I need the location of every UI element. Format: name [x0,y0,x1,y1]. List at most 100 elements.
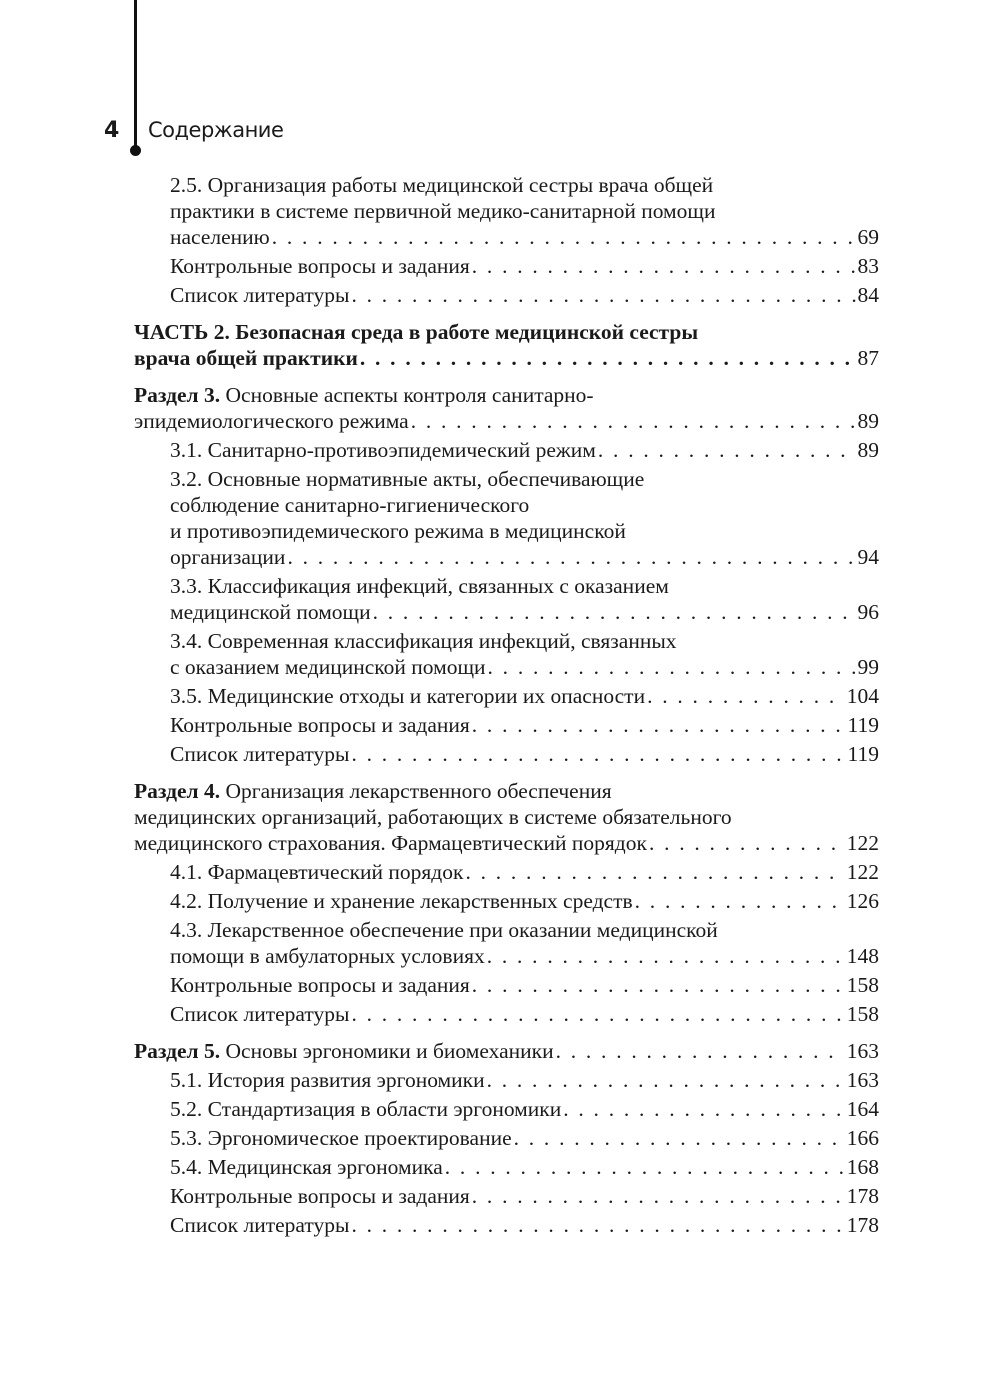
entry-title-line: организации [170,545,286,569]
page-ref: 168 [846,1155,879,1179]
entry-title-line: 2.5. Организация работы медицинской сест… [170,173,714,197]
toc-entry[interactable]: 3.4. Современная классификация инфекций,… [134,628,879,680]
toc-entry[interactable]: 4.3. Лекарственное обеспечение при оказа… [134,917,879,969]
toc-entry[interactable]: 5.2. Стандартизация в области эргономики… [134,1096,879,1122]
dot-leader: . . . . . . . . . . . . . . . . . . . . … [513,1126,845,1150]
page-ref: 87 [857,346,880,370]
entry-title-line: населению [170,225,270,249]
entry-title-line: медицинских организаций, работающих в си… [134,805,732,829]
entry-title-line: помощи в амбулаторных условиях [170,944,485,968]
running-title: Содержание [148,118,284,142]
entry-title-line: Контрольные вопросы и задания [170,973,470,997]
toc-entry[interactable]: 3.1. Санитарно-противоэпидемический режи… [134,437,879,463]
toc-entry[interactable]: Список литературы . . . . . . . . . . . … [134,741,879,767]
toc-entry[interactable]: 5.1. История развития эргономики . . . .… [134,1067,879,1093]
entry-label: Раздел 3. [134,383,221,407]
entry-title-line: Список литературы [170,742,350,766]
toc-entry[interactable]: 4.1. Фармацевтический порядок . . . . . … [134,859,879,885]
entry-title-line: 4.2. Получение и хранение лекарственных … [170,889,633,913]
entry-title-line: соблюдение санитарно-гигиенического [170,493,530,517]
entry-title-line: Основы эргономики и биомеханики [220,1039,554,1063]
entry-title-line: 5.3. Эргономическое проектирование [170,1126,512,1150]
toc-entry[interactable]: 4.2. Получение и хранение лекарственных … [134,888,879,914]
page-ref: 158 [846,1002,879,1026]
header-rule [134,0,137,150]
toc-entry[interactable]: 5.4. Медицинская эргономика . . . . . . … [134,1154,879,1180]
dot-leader: . . . . . . . . . . . . . . . . . . . . … [410,409,856,433]
entry-title-line: 3.4. Современная классификация инфекций,… [170,629,677,653]
toc-entry[interactable]: Раздел 4. Организация лекарственного обе… [134,778,879,856]
entry-title-line: 3.1. Санитарно-противоэпидемический режи… [170,438,596,462]
toc-entry[interactable]: Контрольные вопросы и задания . . . . . … [134,253,879,279]
toc-entry[interactable]: 5.3. Эргономическое проектирование . . .… [134,1125,879,1151]
entry-title-line: медицинской помощи [170,600,371,624]
entry-title-line: 5.1. История развития эргономики [170,1068,485,1092]
dot-leader: . . . . . . . . . . . . . . . . . . . . … [351,283,855,307]
entry-title-line: Основные аспекты контроля санитарно- [220,383,594,407]
entry-label: Раздел 4. [134,779,221,803]
toc-entry[interactable]: ЧАСТЬ 2. Безопасная среда в работе медиц… [134,319,879,371]
page-ref: 166 [846,1126,879,1150]
toc-entry[interactable]: Список литературы . . . . . . . . . . . … [134,1001,879,1027]
entry-title-line: 4.3. Лекарственное обеспечение при оказа… [170,918,718,942]
entry-title-line: 3.3. Классификация инфекций, связанных с… [170,574,669,598]
entry-label: Раздел 5. [134,1039,221,1063]
entry-title-line: медицинского страхования. Фармацевтическ… [134,831,647,855]
dot-leader: . . . . . . . . . . . . . . . . . . . . … [563,1097,845,1121]
toc-entry[interactable]: Список литературы . . . . . . . . . . . … [134,282,879,308]
page-ref: 119 [847,742,879,766]
page-ref: 178 [846,1184,879,1208]
dot-leader: . . . . . . . . . . . . . . . . . . . . … [271,225,856,249]
dot-leader: . . . . . . . . . . . . . . . . . . . . … [648,831,845,855]
entry-title-line: Контрольные вопросы и задания [170,1184,470,1208]
entry-title-line: Организация лекарственного обеспечения [220,779,612,803]
toc-entry[interactable]: 3.5. Медицинские отходы и категории их о… [134,683,879,709]
dot-leader: . . . . . . . . . . . . . . . . . . . . … [372,600,856,624]
header-rule-dot [130,145,141,156]
toc-group: 2.5. Организация работы медицинской сест… [134,172,879,308]
toc-entry[interactable]: Контрольные вопросы и задания . . . . . … [134,712,879,738]
page-ref: 148 [846,944,879,968]
page-ref: 122 [846,860,879,884]
toc-group: ЧАСТЬ 2. Безопасная среда в работе медиц… [134,319,879,371]
toc-entry[interactable]: 3.2. Основные нормативные акты, обеспечи… [134,466,879,570]
dot-leader: . . . . . . . . . . . . . . . . . . . . … [597,438,856,462]
page-ref: 94 [857,545,880,569]
page-ref: 83 [857,254,880,278]
entry-title-line: 5.4. Медицинская эргономика [170,1155,443,1179]
toc-entry[interactable]: Список литературы . . . . . . . . . . . … [134,1212,879,1238]
dot-leader: . . . . . . . . . . . . . . . . . . . . … [634,889,845,913]
toc-entry[interactable]: Раздел 5. Основы эргономики и биомеханик… [134,1038,879,1064]
page-ref: 126 [846,889,879,913]
toc-entry[interactable]: 2.5. Организация работы медицинской сест… [134,172,879,250]
page-ref: 89 [857,409,880,433]
toc-entry[interactable]: 3.3. Классификация инфекций, связанных с… [134,573,879,625]
entry-title-line: 4.1. Фармацевтический порядок [170,860,464,884]
table-of-contents: 2.5. Организация работы медицинской сест… [134,172,879,1241]
entry-title-line: Список литературы [170,283,350,307]
entry-title-line: практики в системе первичной медико-сани… [170,199,716,223]
entry-title-line: Список литературы [170,1213,350,1237]
toc-entry[interactable]: Контрольные вопросы и задания . . . . . … [134,972,879,998]
toc-group: Раздел 4. Организация лекарственного обе… [134,778,879,1027]
page-number: 4 [104,118,120,143]
dot-leader: . . . . . . . . . . . . . . . . . . . . … [351,742,845,766]
entry-title-line: 5.2. Стандартизация в области эргономики [170,1097,562,1121]
entry-title-line: эпидемиологического режима [134,409,409,433]
page-ref: 99 [857,655,880,679]
dot-leader: . . . . . . . . . . . . . . . . . . . . … [471,254,856,278]
dot-leader: . . . . . . . . . . . . . . . . . . . . … [486,1068,845,1092]
dot-leader: . . . . . . . . . . . . . . . . . . . . … [351,1213,844,1237]
entry-title-line: ЧАСТЬ 2. Безопасная среда в работе медиц… [134,320,699,344]
toc-entry[interactable]: Раздел 3. Основные аспекты контроля сани… [134,382,879,434]
dot-leader: . . . . . . . . . . . . . . . . . . . . … [465,860,844,884]
dot-leader: . . . . . . . . . . . . . . . . . . . . … [359,346,856,370]
toc-group: Раздел 5. Основы эргономики и биомеханик… [134,1038,879,1238]
toc-entry[interactable]: Контрольные вопросы и задания . . . . . … [134,1183,879,1209]
dot-leader: . . . . . . . . . . . . . . . . . . . . … [555,1039,845,1063]
dot-leader: . . . . . . . . . . . . . . . . . . . . … [486,944,845,968]
entry-title-line: 3.2. Основные нормативные акты, обеспечи… [170,467,645,491]
entry-title-line: с оказанием медицинской помощи [170,655,486,679]
page-ref: 104 [846,684,879,708]
dot-leader: . . . . . . . . . . . . . . . . . . . . … [471,973,845,997]
